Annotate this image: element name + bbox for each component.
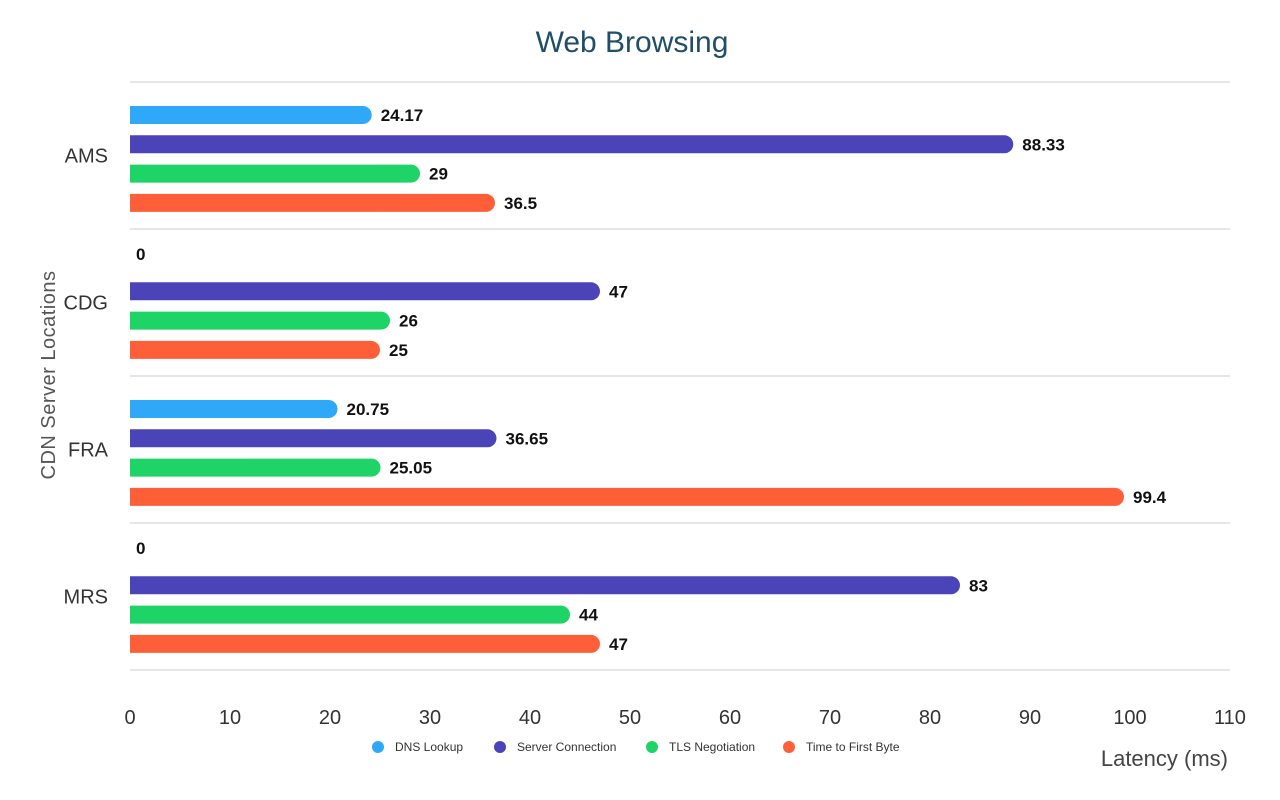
data-label: 0 <box>136 245 145 264</box>
category-labels: AMS CDG FRA MRS <box>64 146 109 609</box>
chart-title: Web Browsing <box>536 26 729 59</box>
y-axis-label: CDN Server Locations <box>38 271 60 480</box>
legend-item[interactable]: Server Connection <box>494 740 616 754</box>
bar <box>130 106 372 124</box>
legend-marker <box>494 741 506 753</box>
x-tick-label: 40 <box>519 707 541 729</box>
data-label: 26 <box>399 312 418 331</box>
data-label: 88.33 <box>1022 135 1065 154</box>
legend-item[interactable]: Time to First Byte <box>783 740 900 754</box>
legend-label: TLS Negotiation <box>669 740 755 754</box>
category-label: CDG <box>64 293 108 315</box>
data-label: 47 <box>609 282 628 301</box>
bar <box>130 135 1014 154</box>
bar <box>130 311 390 330</box>
grid-lines <box>130 81 1230 671</box>
x-tick-label: 60 <box>719 707 741 729</box>
bar <box>130 487 1124 506</box>
legend-item[interactable]: DNS Lookup <box>372 740 463 754</box>
category-label: MRS <box>64 587 108 609</box>
data-label: 24.17 <box>381 106 424 125</box>
x-tick-label: 90 <box>1019 707 1041 729</box>
legend-marker <box>646 741 658 753</box>
legend-label: DNS Lookup <box>395 740 463 754</box>
x-tick-label: 0 <box>124 707 135 729</box>
x-tick-label: 100 <box>1113 707 1146 729</box>
x-tick-label: 70 <box>819 707 841 729</box>
category-label: FRA <box>68 440 109 462</box>
legend-label: Server Connection <box>517 740 616 754</box>
bar <box>130 458 381 477</box>
data-label: 0 <box>136 539 145 558</box>
bar <box>130 605 570 624</box>
bars: 24.17 88.33 29 36.5 0 47 26 25 20.75 36.65 25.05 99… <box>130 106 1167 654</box>
data-label: 20.75 <box>347 400 390 419</box>
data-label: 44 <box>579 606 598 625</box>
x-tick-label: 30 <box>419 707 441 729</box>
legend-marker <box>372 741 384 753</box>
x-tick-label: 50 <box>619 707 641 729</box>
legend-marker <box>783 741 795 753</box>
data-label: 29 <box>429 165 448 184</box>
data-label: 47 <box>609 635 628 654</box>
legend-item[interactable]: TLS Negotiation <box>646 740 755 754</box>
bar <box>130 576 960 595</box>
bar <box>130 634 600 653</box>
bar <box>130 340 380 359</box>
legend: DNS Lookup Server Connection TLS Negotiati… <box>372 740 900 754</box>
legend-label: Time to First Byte <box>806 740 900 754</box>
x-tick-label: 110 <box>1214 707 1246 729</box>
x-tick-label: 20 <box>319 707 341 729</box>
bar <box>130 193 495 212</box>
data-label: 25.05 <box>390 459 433 478</box>
data-label: 25 <box>389 341 408 360</box>
x-tick-label: 10 <box>219 707 241 729</box>
x-axis-label: Latency (ms) <box>1101 746 1228 771</box>
data-label: 99.4 <box>1133 488 1167 507</box>
data-label: 83 <box>969 576 988 595</box>
bar <box>130 282 600 301</box>
data-label: 36.65 <box>506 429 549 448</box>
x-tick-labels: 0 10 20 30 40 50 60 70 80 90 100 110 <box>124 707 1246 729</box>
bar <box>130 400 338 418</box>
category-label: AMS <box>65 146 108 168</box>
x-tick-label: 80 <box>919 707 941 729</box>
bar <box>130 164 420 183</box>
bar <box>130 429 497 448</box>
data-label: 36.5 <box>504 194 537 213</box>
